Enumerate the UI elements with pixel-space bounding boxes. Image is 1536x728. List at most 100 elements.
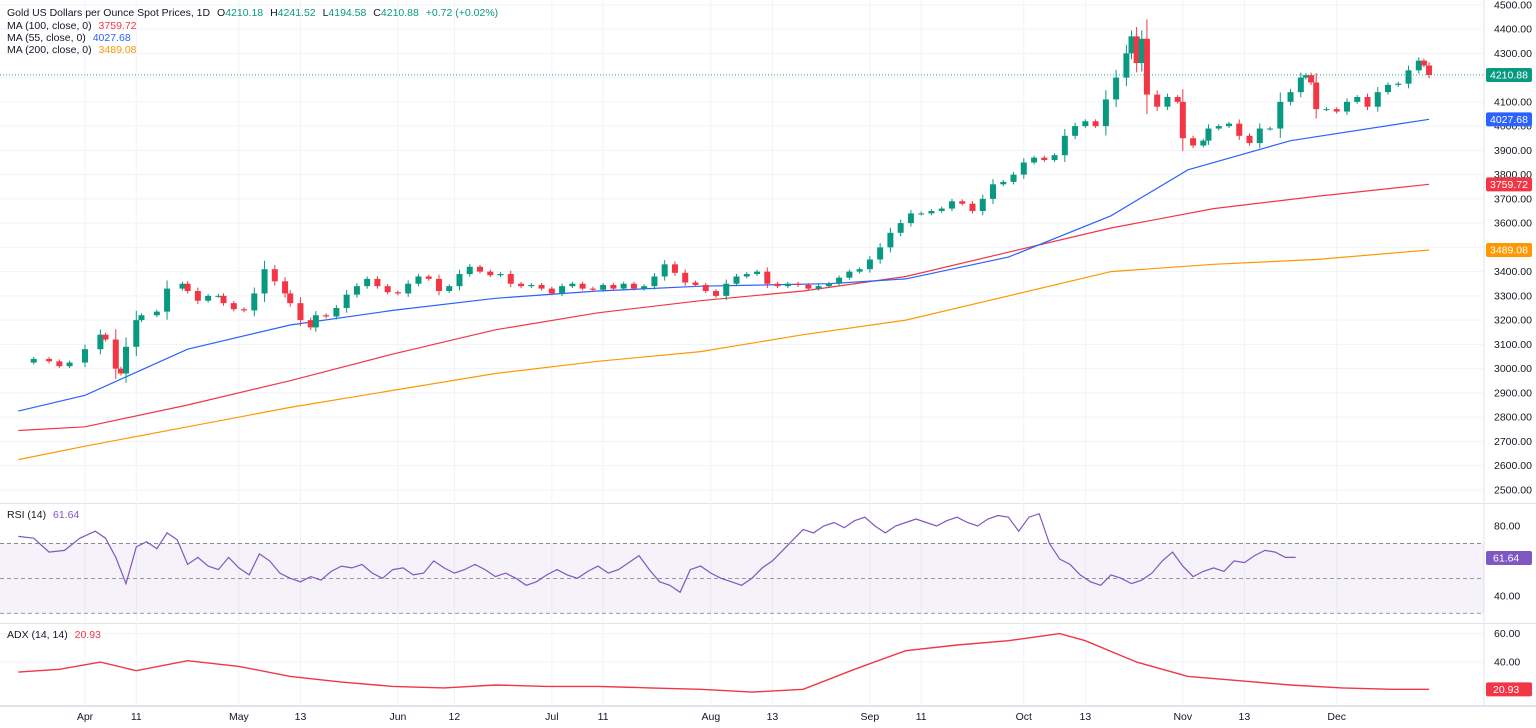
- candle-body: [702, 284, 709, 292]
- candle-body: [1313, 82, 1320, 110]
- candle-body: [538, 284, 545, 289]
- ma100-value: 3759.72: [98, 20, 137, 32]
- candle-body: [712, 291, 719, 296]
- candle-body: [66, 362, 73, 367]
- candle-body: [518, 283, 525, 287]
- price-marker-badge: [1486, 243, 1532, 258]
- candle-body: [1200, 140, 1207, 146]
- candle-body: [374, 278, 381, 287]
- candle-body: [220, 295, 227, 304]
- candle-body: [1031, 157, 1038, 163]
- price-marker-badge: [1486, 177, 1532, 192]
- ma55-value: 4027.68: [92, 32, 131, 44]
- candle-body: [1246, 135, 1253, 144]
- candle-body: [97, 334, 104, 350]
- high-key: H: [270, 7, 278, 19]
- ma100-legend[interactable]: MA (100, close, 0) 3759.72: [7, 20, 141, 32]
- time-tick-label: 13: [1080, 711, 1092, 723]
- time-tick-label: Jul: [545, 711, 558, 723]
- close-key: C: [373, 7, 381, 19]
- time-tick-label: Dec: [1327, 711, 1346, 723]
- candle-body: [394, 292, 401, 294]
- candle-body: [805, 284, 812, 289]
- ma100-label: MA (100, close, 0): [7, 20, 92, 32]
- candle-body: [364, 278, 371, 287]
- candle-body: [1277, 101, 1284, 129]
- candle-body: [1287, 92, 1294, 102]
- candle-body: [1092, 121, 1099, 127]
- price-marker-label: 3759.72: [1490, 179, 1528, 191]
- candle-body: [133, 320, 140, 347]
- open-key: O: [217, 7, 226, 19]
- candle-body: [1256, 128, 1263, 144]
- time-tick-label: Nov: [1173, 711, 1192, 723]
- candle-body: [671, 264, 678, 273]
- time-tick-label: Aug: [702, 711, 721, 723]
- candle-body: [856, 269, 863, 272]
- close-value: 4210.88: [380, 7, 419, 19]
- adx-value-badge: [1486, 682, 1532, 697]
- candle-body: [384, 286, 391, 293]
- candle-body: [1236, 123, 1243, 136]
- time-tick-label: 13: [1239, 711, 1251, 723]
- rsi-value: 61.64: [53, 509, 80, 521]
- rsi-legend[interactable]: RSI (14) 61.64: [7, 509, 83, 521]
- price-tick-label: 3400.00: [1494, 266, 1532, 278]
- low-value: 4194.58: [328, 7, 367, 19]
- candle-body: [307, 320, 314, 328]
- price-marker-label: 4027.68: [1490, 114, 1528, 126]
- candle-body: [907, 213, 914, 224]
- time-tick-label: Apr: [77, 711, 94, 723]
- candle-body: [661, 264, 668, 277]
- candle-body: [1000, 181, 1007, 185]
- candle-body: [600, 284, 607, 290]
- candle-body: [733, 276, 740, 284]
- rsi-value-badge: [1486, 551, 1532, 566]
- candle-body: [1343, 101, 1350, 112]
- open-value: 4210.18: [225, 7, 264, 19]
- candle-body: [1267, 128, 1274, 130]
- adx-value: 20.93: [74, 629, 101, 641]
- rsi-label: RSI (14): [7, 509, 47, 521]
- candle-body: [774, 283, 781, 287]
- candle-body: [948, 201, 955, 209]
- candle-body: [743, 274, 750, 277]
- candle-body: [1051, 155, 1058, 161]
- price-tick-label: 3600.00: [1494, 218, 1532, 230]
- candle-body: [764, 271, 771, 284]
- rsi-tick-label: 40.00: [1494, 590, 1520, 602]
- candle-body: [897, 223, 904, 233]
- candle-body: [1179, 101, 1186, 139]
- candle-body: [477, 266, 484, 272]
- price-tick-label: 4100.00: [1494, 96, 1532, 108]
- candle-body: [784, 283, 791, 287]
- candle-body: [112, 339, 119, 369]
- symbol-legend: Gold US Dollars per Ounce Spot Prices, 1…: [7, 7, 502, 19]
- candle-body: [287, 293, 294, 304]
- price-tick-label: 3100.00: [1494, 339, 1532, 351]
- ma200-legend[interactable]: MA (200, close, 0) 3489.08: [7, 44, 141, 56]
- time-tick-label: 11: [131, 711, 142, 723]
- candle-body: [1102, 99, 1109, 127]
- price-tick-label: 3000.00: [1494, 363, 1532, 375]
- candle-body: [1302, 75, 1309, 78]
- price-tick-label: 2500.00: [1494, 484, 1532, 496]
- candle-body: [138, 315, 145, 321]
- ma100-line: [18, 183, 1430, 432]
- price-marker-badge: [1486, 112, 1532, 127]
- adx-tick-label: 60.00: [1494, 628, 1520, 640]
- candle-body: [456, 274, 463, 287]
- candle-body: [1297, 77, 1304, 93]
- price-tick-label: 2800.00: [1494, 412, 1532, 424]
- candle-body: [1020, 162, 1027, 175]
- rsi-tick-label: 80.00: [1494, 520, 1520, 532]
- adx-legend[interactable]: ADX (14, 14) 20.93: [7, 629, 105, 641]
- adx-line: [18, 632, 1430, 693]
- rsi-value-label: 61.64: [1493, 553, 1519, 565]
- candle-body: [230, 303, 237, 310]
- price-marker-label: 4210.88: [1490, 69, 1528, 81]
- ma55-legend[interactable]: MA (55, close, 0) 4027.68: [7, 32, 135, 44]
- candle-body: [528, 284, 535, 287]
- time-tick-label: 11: [916, 711, 927, 723]
